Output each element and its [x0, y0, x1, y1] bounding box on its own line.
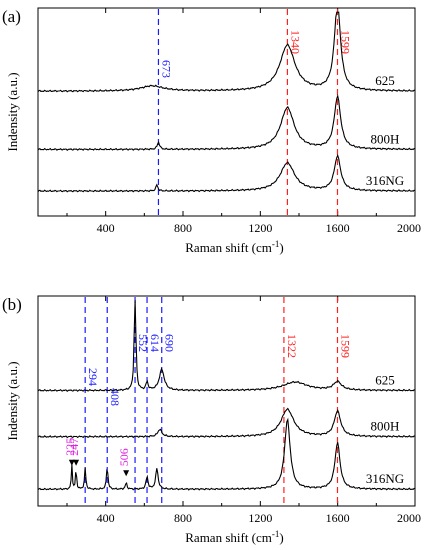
x-axis-label: Raman shift (cm-1)	[185, 529, 284, 545]
x-tick-label: 1600	[326, 511, 350, 525]
reference-label-1322: 1322	[285, 334, 299, 358]
reference-label-1599: 1599	[338, 30, 352, 54]
x-tick-label: 1600	[326, 221, 350, 235]
panel-label: (b)	[2, 295, 22, 314]
series-line-316NG	[37, 417, 416, 491]
series-line-625	[37, 300, 416, 392]
peak-arrow-247	[73, 459, 80, 466]
peak-label-247: 247	[67, 438, 81, 456]
panel-label: (a)	[2, 7, 21, 26]
series-line-800H	[37, 407, 416, 439]
plot-frame	[37, 7, 416, 217]
x-tick-label: 1200	[248, 511, 272, 525]
x-tick-label: 400	[97, 221, 115, 235]
peak-arrow-225	[68, 459, 75, 466]
reference-label-690: 690	[163, 334, 177, 352]
series-label-625: 625	[375, 73, 395, 88]
reference-label-552: 552	[136, 334, 150, 352]
peak-label-225: 225	[63, 438, 77, 456]
series-label-316NG: 316NG	[366, 471, 404, 486]
reference-label-614: 614	[148, 334, 162, 352]
reference-label-1599: 1599	[338, 334, 352, 358]
reference-label-1340: 1340	[288, 30, 302, 54]
reference-label-673: 673	[159, 60, 173, 78]
peak-label-506: 506	[117, 448, 131, 466]
panel-a: (a) 400 800 1200 1600 2000 Raman shift (cm-1) I…	[2, 7, 421, 255]
x-tick-label: 1200	[248, 221, 272, 235]
reference-label-294: 294	[86, 368, 100, 386]
series-label-800H: 800H	[371, 131, 400, 146]
peak-arrow-506	[123, 470, 130, 477]
y-axis-label: Indensity (a.u.)	[5, 72, 20, 151]
series-line-800H	[37, 93, 416, 151]
x-tick-label: 800	[174, 511, 192, 525]
series-label-316NG: 316NG	[366, 173, 404, 188]
series-line-625	[37, 11, 416, 93]
y-axis-label: Indensity (a.u.)	[5, 361, 20, 440]
plot-frame	[37, 295, 416, 507]
x-axis-label: Raman shift (cm-1)	[185, 239, 284, 255]
x-tick-label: 2000	[397, 221, 421, 235]
series-label-625: 625	[375, 373, 395, 388]
reference-label-408: 408	[108, 388, 122, 406]
x-tick-label: 2000	[397, 511, 421, 525]
series-line-316NG	[37, 153, 416, 193]
x-tick-label: 400	[97, 511, 115, 525]
series-label-800H: 800H	[371, 419, 400, 434]
panel-b: (b) 400 800 1200 1600 2000 Raman shift (cm-1) I…	[2, 295, 421, 545]
x-tick-label: 800	[174, 221, 192, 235]
